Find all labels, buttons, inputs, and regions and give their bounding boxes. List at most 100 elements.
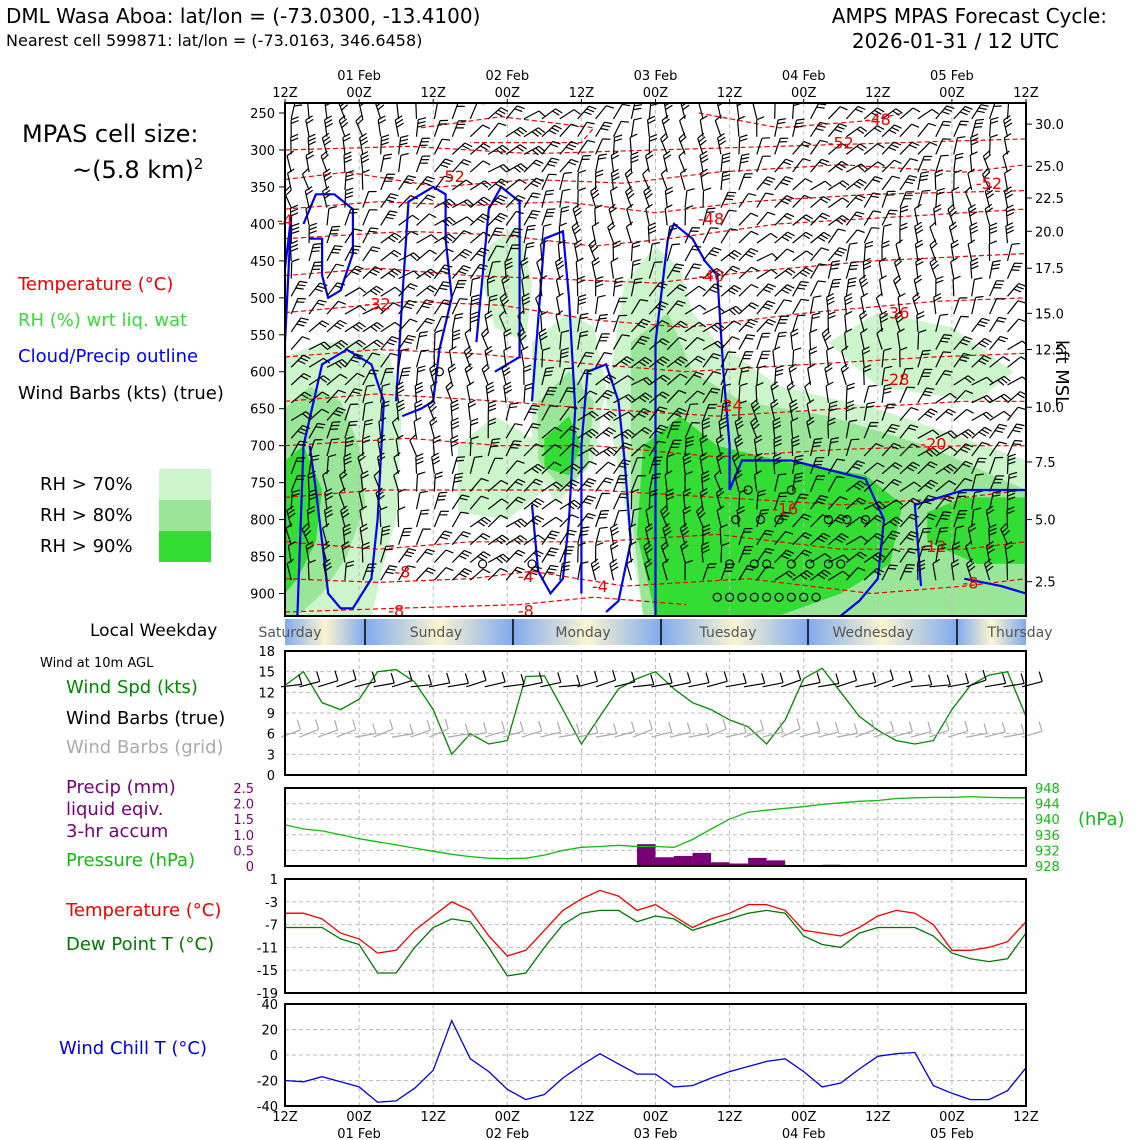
xs-wind-barb-474	[702, 305, 725, 315]
xs-wind-barb-168	[361, 169, 370, 190]
height-tick-label-7: 10.0	[1035, 401, 1064, 416]
xs-wind-barb-275	[810, 212, 830, 226]
xs-wind-barb-201	[953, 169, 962, 190]
xs-wind-barb-157	[899, 158, 919, 173]
true-barb-12	[503, 674, 525, 688]
xs-wind-barb-288	[308, 222, 317, 244]
xs-wind-barb-950	[415, 509, 430, 528]
xs-wind-barb-585	[484, 345, 493, 368]
xs-wind-barb-162	[982, 150, 992, 173]
xs-wind-barb-133	[469, 160, 491, 173]
pressure-tick-label-2: 350	[250, 181, 275, 196]
true-barb-19	[632, 674, 655, 688]
xs-wind-barb-238	[881, 190, 896, 208]
grid-barb-3	[336, 719, 357, 738]
chill-ytick-4: -40	[257, 1100, 278, 1115]
xs-wind-barb-825	[377, 452, 386, 474]
xs-wind-barb-736	[989, 410, 1011, 422]
xs-wind-barb-971	[792, 513, 812, 528]
xs-wind-barb-490	[989, 298, 1005, 315]
xs-wind-barb-731	[899, 407, 919, 421]
xs-wind-barb-589	[559, 347, 569, 368]
xs-wind-barb-724	[770, 399, 779, 421]
true-barb-20	[651, 672, 673, 688]
xs-wind-barb-534	[308, 341, 331, 351]
xs-wind-barb-444	[893, 274, 902, 297]
xs-wind-barb-894	[881, 478, 902, 492]
xs-wind-barb-38	[971, 104, 989, 120]
xs-wind-barb-94	[505, 144, 527, 155]
precip-symbol-10	[860, 514, 871, 525]
xs-wind-barb-518	[756, 318, 776, 333]
bottom-hour-label-1: 00Z	[346, 1110, 372, 1125]
xs-wind-barb-620	[380, 367, 395, 386]
xs-wind-barb-751	[523, 423, 541, 439]
xs-wind-barb-343	[557, 239, 566, 261]
xs-wind-barb-1023	[988, 524, 997, 545]
precip-symbol-2	[527, 559, 537, 569]
temp-ytick-3: -11	[257, 941, 278, 956]
true-barb-31	[855, 672, 877, 688]
xs-wind-barb-435	[738, 283, 759, 297]
xs-wind-barb-615	[290, 372, 312, 386]
xs-wind-barb-172	[433, 175, 453, 191]
pressure-ytick-1: 932	[1035, 844, 1060, 859]
xs-wind-barb-102	[648, 134, 658, 155]
xs-wind-barb-1092	[756, 565, 775, 581]
pressure-ytick-5: 948	[1035, 782, 1060, 797]
height-tick-label-1: 25.0	[1035, 160, 1064, 175]
xs-wind-barb-669	[523, 382, 533, 403]
xs-wind-barb-546	[517, 327, 527, 350]
xs-wind-barb-563	[821, 327, 832, 350]
xs-wind-barb-386	[591, 257, 600, 279]
xs-wind-barb-206	[304, 186, 314, 208]
xs-wind-barb-613	[989, 356, 1011, 368]
weekday-label-5: Thursday	[986, 625, 1052, 641]
xs-wind-barb-453	[326, 300, 346, 315]
xs-wind-barb-1048	[701, 541, 710, 563]
xs-wind-barb-976	[881, 516, 903, 528]
wind-ytick-6: 18	[258, 645, 275, 660]
xs-wind-barb-455	[362, 306, 385, 315]
xs-wind-barb-987	[342, 523, 352, 545]
xs-wind-barb-699	[326, 407, 346, 421]
xs-wind-barb-103	[660, 132, 669, 155]
xs-wind-barb-173	[451, 179, 474, 191]
height-tick-label-8: 7.5	[1035, 456, 1056, 471]
xs-wind-barb-809	[827, 437, 839, 457]
xs-wind-barb-466	[556, 292, 564, 315]
xs-wind-barb-263	[594, 204, 603, 226]
weekday-band-3	[661, 619, 808, 645]
xs-wind-barb-554	[666, 336, 687, 351]
xs-wind-barb-98	[577, 139, 596, 155]
xs-wind-barb-380	[487, 260, 501, 279]
xs-wind-barb-1005	[662, 523, 672, 545]
grid-barb-4	[354, 723, 377, 738]
xs-wind-barb-257	[487, 212, 508, 226]
xs-wind-barb-40	[1006, 103, 1010, 119]
temp-label-7: -32	[365, 295, 391, 314]
xs-wind-barb-164	[287, 168, 295, 191]
grid-barb-5	[373, 719, 394, 738]
xs-wind-barb-656	[290, 391, 312, 404]
xs-wind-barb-54	[523, 127, 546, 138]
xs-wind-barb-985	[301, 523, 312, 545]
grid-barb-21	[669, 722, 691, 738]
precip-bar-1	[655, 857, 675, 866]
xs-wind-barb-695	[989, 393, 1011, 404]
xs-wind-barb-764	[750, 416, 760, 439]
temp-label-8: -28	[883, 370, 909, 389]
xs-wind-barb-27	[774, 103, 776, 119]
top-hour-label-7: 00Z	[791, 86, 817, 101]
xs-wind-barb-252	[398, 214, 420, 226]
xs-wind-barb-834	[541, 461, 562, 475]
xs-wind-barb-833	[523, 463, 545, 475]
top-hour-label-0: 12Z	[272, 86, 298, 101]
xs-wind-barb-817	[971, 441, 990, 457]
precip-ytick-2: 1.0	[233, 829, 254, 844]
temp-label-14: -8	[394, 562, 410, 581]
xs-wind-barb-530	[971, 317, 990, 333]
legend-rh: RH (%) wrt liq. wat	[18, 310, 188, 331]
xs-wind-barb-954	[487, 514, 508, 528]
xs-wind-barb-799	[648, 440, 666, 457]
